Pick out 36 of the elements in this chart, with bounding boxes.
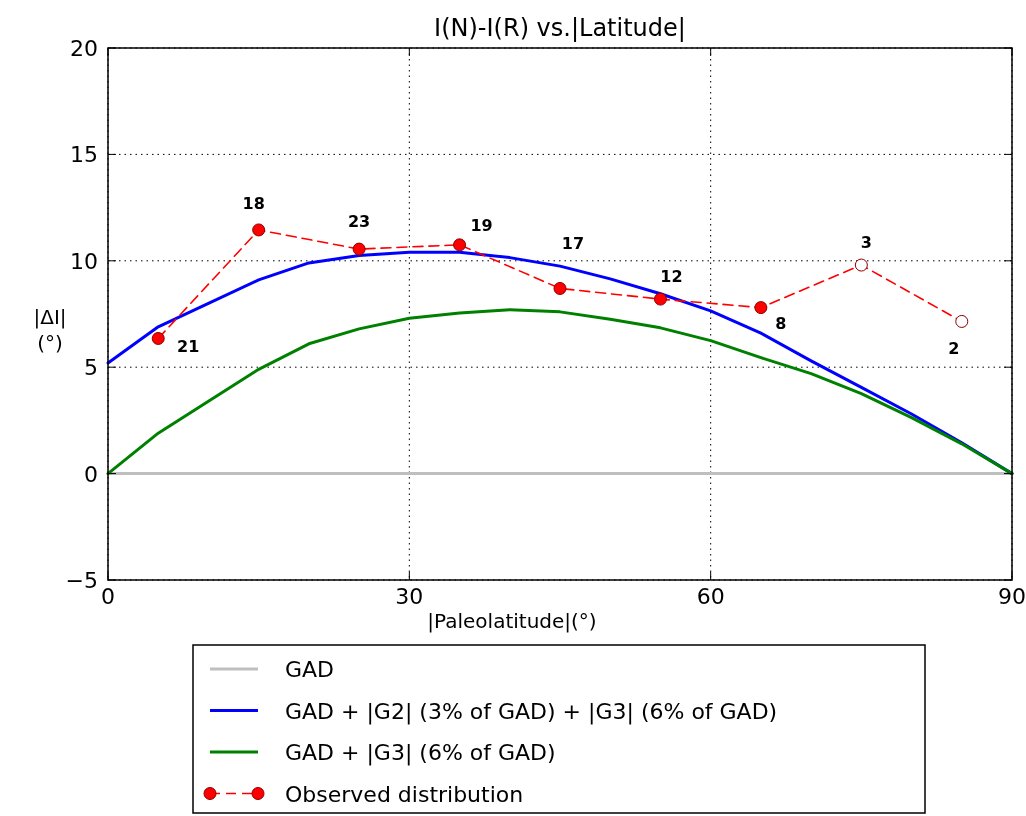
annotation: 18 bbox=[242, 193, 265, 213]
legend-label: GAD + |G2| (3% of GAD) + |G3| (6% of GAD) bbox=[285, 698, 778, 725]
annotation: 17 bbox=[561, 234, 585, 254]
annotation: 12 bbox=[660, 267, 683, 287]
y-tick-label: 20 bbox=[70, 36, 98, 61]
x-tick-label: 0 bbox=[101, 584, 115, 609]
y-tick-label: 15 bbox=[70, 142, 98, 168]
x-axis-title: |Paleolatitude|(°) bbox=[427, 609, 597, 633]
x-tick-label: 60 bbox=[696, 584, 725, 609]
legend-label: GAD + |G3| (6% of GAD) bbox=[285, 740, 556, 766]
annotation: 3 bbox=[860, 233, 872, 253]
y-tick-label: 10 bbox=[70, 248, 98, 274]
x-tick-label: 90 bbox=[998, 584, 1026, 609]
point bbox=[151, 331, 165, 345]
line-series bbox=[106, 308, 1014, 476]
chart-title: I(N)-I(R) vs.|Latitude| bbox=[434, 14, 686, 42]
point bbox=[955, 314, 969, 328]
y-axis-title: |ΔI| (°) bbox=[33, 305, 67, 355]
point bbox=[553, 281, 567, 295]
point bbox=[453, 238, 467, 252]
point bbox=[653, 292, 667, 306]
legend-label: GAD bbox=[285, 657, 335, 682]
y-tick-label: 0 bbox=[84, 461, 98, 487]
point bbox=[352, 242, 366, 256]
y-tick-label: −5 bbox=[65, 568, 98, 593]
y-tick-label: 5 bbox=[84, 355, 98, 381]
point bbox=[252, 223, 266, 237]
point bbox=[754, 301, 768, 315]
legend-label: Observed distribution bbox=[285, 781, 524, 807]
x-tick-label: 30 bbox=[395, 584, 424, 609]
point bbox=[854, 258, 868, 272]
annotation: 8 bbox=[775, 313, 787, 333]
annotation: 21 bbox=[177, 337, 200, 357]
annotation: 23 bbox=[347, 212, 371, 232]
annotation: 19 bbox=[470, 215, 493, 235]
annotation: 2 bbox=[948, 339, 960, 359]
